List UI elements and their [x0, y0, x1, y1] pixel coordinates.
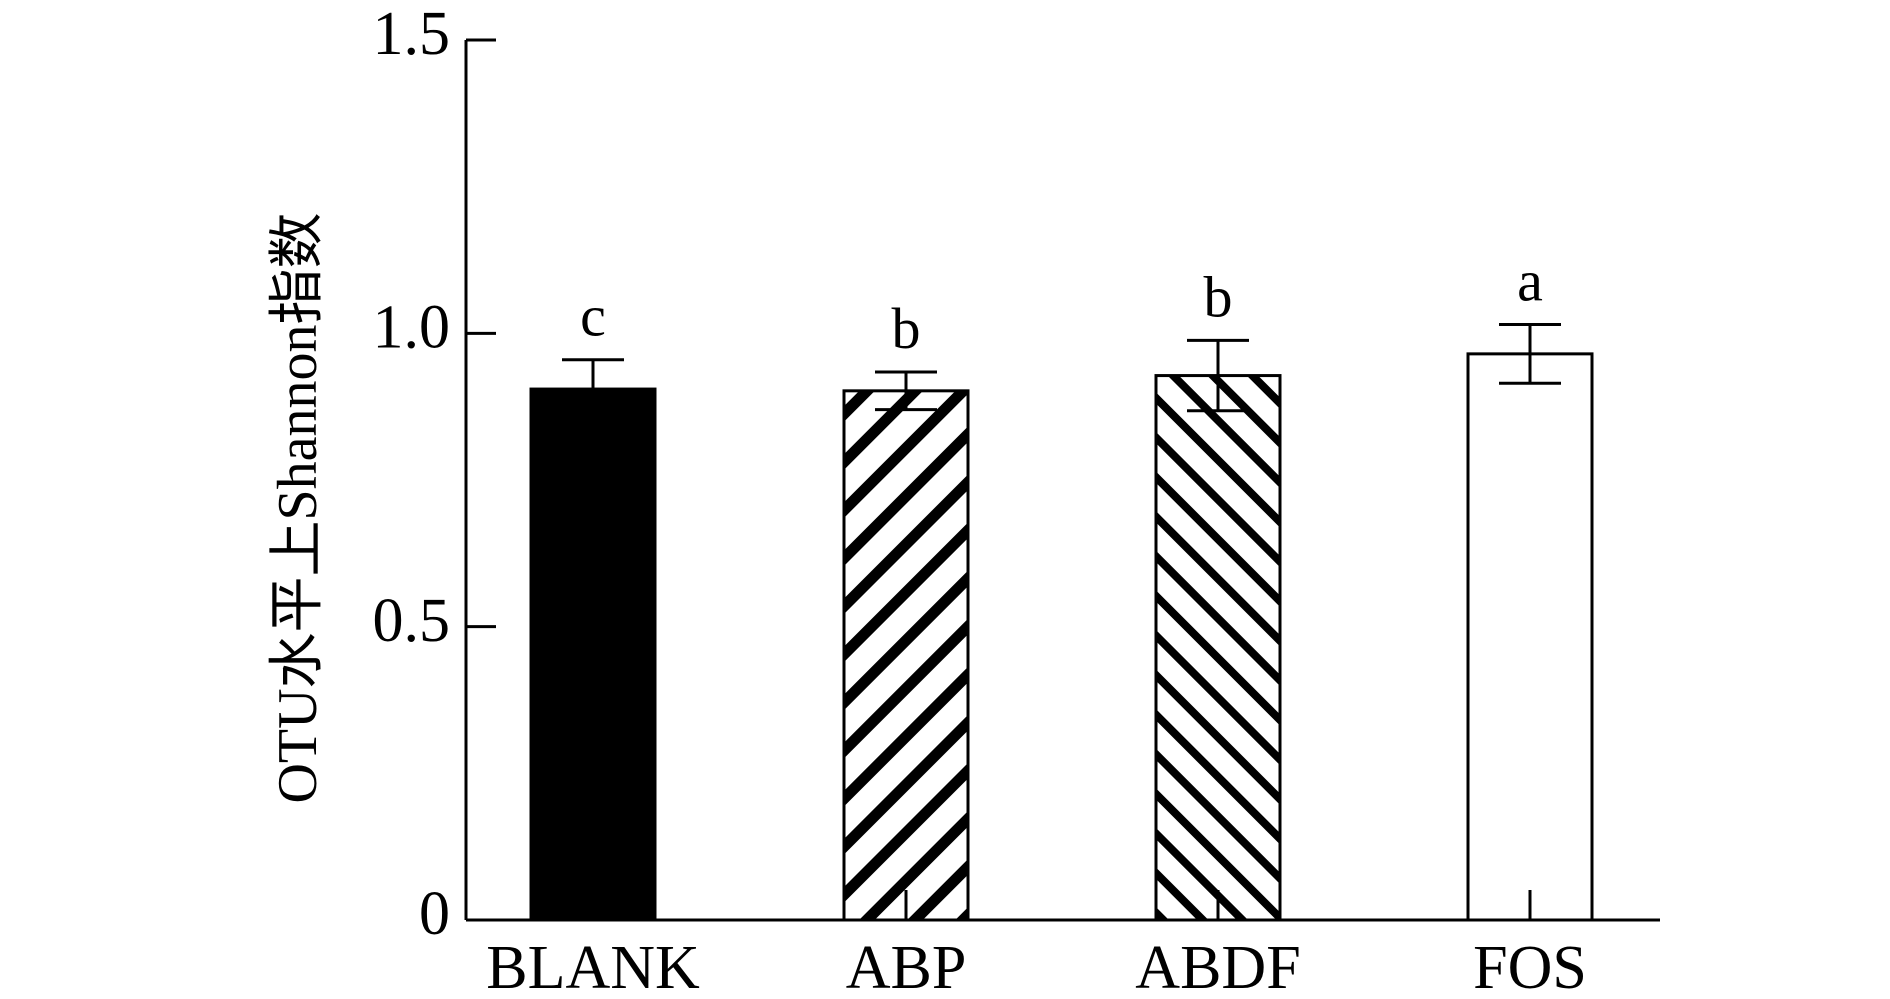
x-tick-label: BLANK [486, 934, 700, 999]
bar-fos [1466, 352, 1594, 922]
y-axis-title: OTU水平上Shannon指数 [267, 212, 329, 803]
bar-blank [529, 387, 657, 922]
significance-label: c [580, 284, 606, 349]
significance-label: a [1517, 249, 1543, 314]
bar-abdf [1154, 374, 1282, 922]
y-tick-label: 0 [419, 880, 450, 948]
y-tick-label: 1.5 [373, 0, 451, 68]
y-tick-label: 0.5 [373, 587, 451, 655]
x-tick-label: ABP [846, 934, 967, 999]
y-tick-label: 1.0 [373, 294, 451, 362]
bar-abp [842, 389, 970, 922]
significance-label: b [1204, 264, 1233, 329]
plot-area: 0 0.5 1.0 1.5 c BLANK b ABP b ABDF a FOS [373, 0, 1660, 999]
significance-label: b [892, 296, 921, 361]
x-tick-label: FOS [1473, 934, 1587, 999]
x-tick-label: ABDF [1135, 934, 1300, 999]
